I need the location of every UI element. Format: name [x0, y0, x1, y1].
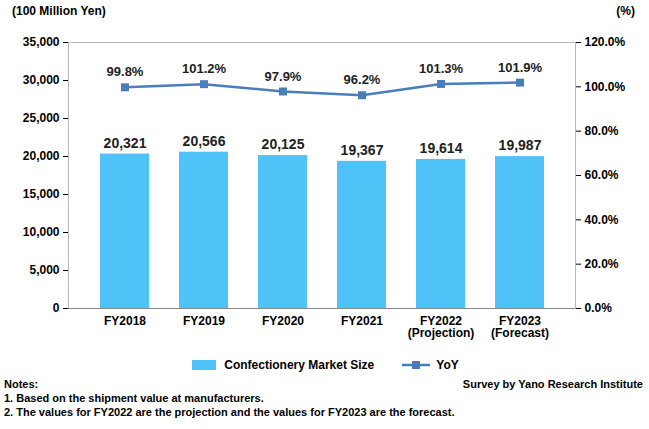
svg-text:20,566: 20,566 — [183, 133, 226, 149]
svg-text:20,321: 20,321 — [104, 135, 147, 151]
svg-text:20.0%: 20.0% — [585, 257, 619, 271]
html-text:Notes:: Notes: — [4, 378, 39, 390]
svg-text:30,000: 30,000 — [23, 73, 60, 87]
svg-text:40.0%: 40.0% — [585, 213, 619, 227]
svg-text:FY2020: FY2020 — [262, 314, 304, 328]
svg-text:96.2%: 96.2% — [344, 72, 381, 87]
svg-text:FY2019: FY2019 — [183, 314, 225, 328]
svg-text:5,000: 5,000 — [29, 263, 59, 277]
svg-text:120.0%: 120.0% — [585, 35, 626, 49]
svg-text:20,000: 20,000 — [23, 149, 60, 163]
svg-text:35,000: 35,000 — [23, 35, 60, 49]
svg-text:99.8%: 99.8% — [107, 64, 144, 79]
svg-text:19,987: 19,987 — [499, 137, 542, 153]
svg-text:10,000: 10,000 — [23, 225, 60, 239]
svg-text:101.9%: 101.9% — [498, 60, 543, 75]
svg-text:0.0%: 0.0% — [585, 301, 613, 315]
html-text:Survey by Yano Research Instit: Survey by Yano Research Institute — [462, 378, 643, 390]
svg-text:80.0%: 80.0% — [585, 124, 619, 138]
svg-text:97.9%: 97.9% — [265, 69, 302, 84]
svg-text:100.0%: 100.0% — [585, 80, 626, 94]
html-text:1. Based on the shipment value: 1. Based on the shipment value at manufa… — [4, 392, 264, 404]
html-text:(100 Million Yen): (100 Million Yen) — [12, 4, 106, 18]
svg-text:101.2%: 101.2% — [182, 61, 227, 76]
svg-text:19,367: 19,367 — [341, 142, 384, 158]
svg-text:FY2021: FY2021 — [341, 314, 383, 328]
html-text:Confectionery Market Size: Confectionery Market Size — [224, 358, 375, 372]
html-text:YoY: YoY — [436, 358, 459, 372]
svg-text:60.0%: 60.0% — [585, 168, 619, 182]
svg-text:19,614: 19,614 — [420, 140, 463, 156]
html-text:2. The values for FY2022 are t: 2. The values for FY2022 are the project… — [4, 406, 455, 418]
svg-text:FY2023(Forecast): FY2023(Forecast) — [491, 314, 549, 340]
svg-text:0: 0 — [53, 301, 60, 315]
svg-text:15,000: 15,000 — [23, 187, 60, 201]
svg-text:FY2018: FY2018 — [104, 314, 146, 328]
svg-text:101.3%: 101.3% — [419, 61, 464, 76]
svg-text:FY2022(Projection): FY2022(Projection) — [408, 314, 475, 340]
svg-text:20,125: 20,125 — [262, 136, 305, 152]
svg-text:25,000: 25,000 — [23, 111, 60, 125]
